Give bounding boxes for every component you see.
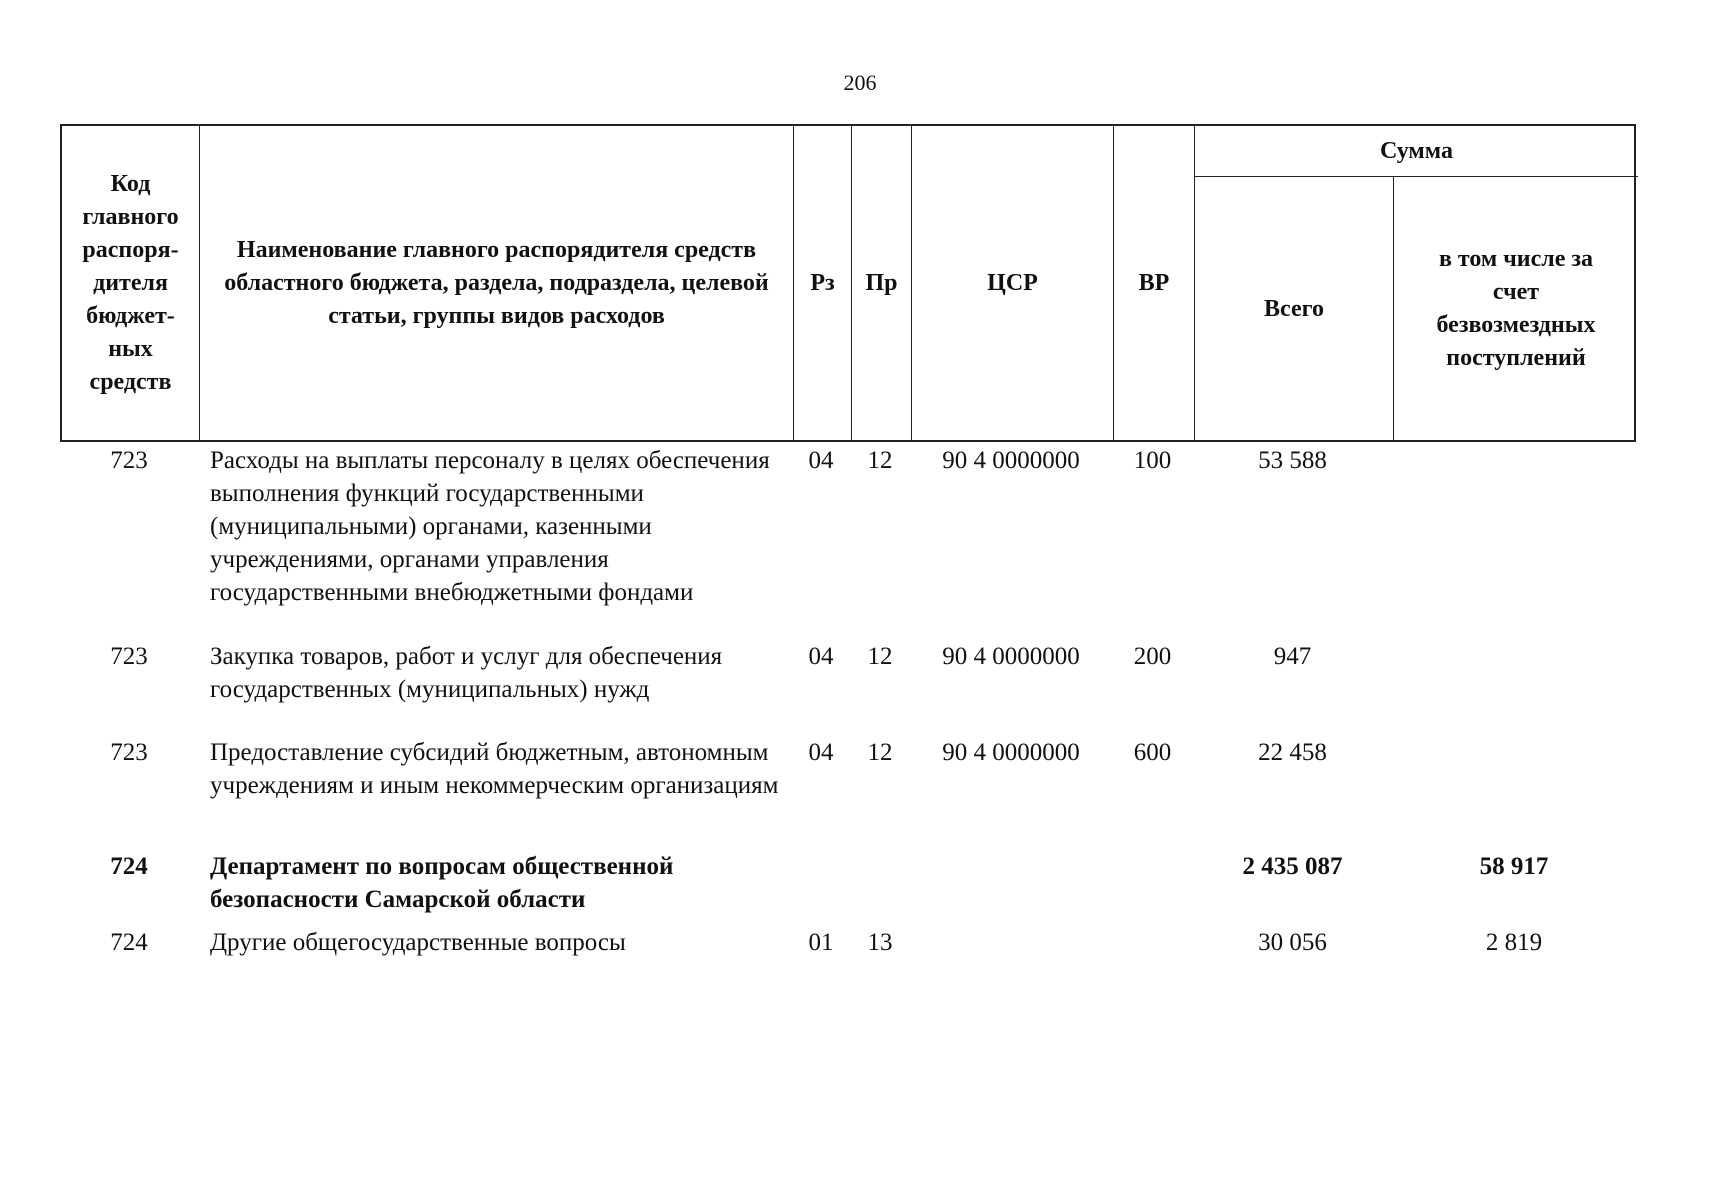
header-pr: Пр — [852, 126, 912, 440]
cell-rz: 04 — [808, 643, 834, 670]
header-code: Код главного распоря-дителя бюджет-ных с… — [62, 126, 200, 440]
cell-vr: 100 — [1133, 447, 1172, 474]
cell-pr: 12 — [867, 739, 893, 766]
cell-code: 724 — [110, 929, 148, 956]
cell-code: 723 — [110, 447, 148, 474]
cell-rz: 01 — [808, 929, 834, 956]
cell-pr: 13 — [867, 929, 893, 956]
cell-total: 30 056 — [1258, 929, 1327, 956]
cell-code: 723 — [110, 643, 148, 670]
cell-total: 947 — [1273, 643, 1312, 670]
header-incl: в том числе за счет безвозмездных поступ… — [1436, 246, 1596, 371]
cell-csr: 90 4 0000000 — [942, 643, 1080, 670]
header-name: Наименование главного распорядителя сред… — [200, 126, 794, 440]
cell-incl: 58 917 — [1479, 853, 1549, 880]
header-total: Всего — [1195, 176, 1394, 442]
cell-code: 724 — [110, 853, 148, 880]
cell-name: Расходы на выплаты персоналу в целях обе… — [210, 447, 770, 606]
cell-name: Департамент по вопросам общественной без… — [210, 853, 674, 913]
cell-csr: 90 4 0000000 — [942, 447, 1080, 474]
cell-name: Другие общегосударственные вопросы — [210, 929, 626, 956]
cell-rz: 04 — [808, 447, 834, 474]
cell-csr: 90 4 0000000 — [942, 739, 1080, 766]
header-sum: Сумма — [1195, 126, 1638, 177]
header-csr: ЦСР — [912, 126, 1114, 440]
cell-vr: 600 — [1133, 739, 1172, 766]
header-rz: Рз — [794, 126, 852, 440]
cell-vr: 200 — [1133, 643, 1172, 670]
cell-total: 22 458 — [1258, 739, 1327, 766]
cell-incl: 2 819 — [1485, 929, 1543, 956]
page-number: 206 — [843, 70, 877, 95]
cell-pr: 12 — [867, 643, 893, 670]
cell-total: 53 588 — [1258, 447, 1327, 474]
cell-name: Предоставление субсидий бюджетным, автон… — [210, 739, 779, 799]
table-header: Код главного распоря-дителя бюджет-ных с… — [60, 124, 1638, 442]
cell-rz: 04 — [808, 739, 834, 766]
cell-total: 2 435 087 — [1242, 853, 1343, 880]
cell-name: Закупка товаров, работ и услуг для обесп… — [210, 643, 723, 703]
cell-pr: 12 — [867, 447, 893, 474]
cell-code: 723 — [110, 739, 148, 766]
header-vr: ВР — [1114, 126, 1195, 440]
